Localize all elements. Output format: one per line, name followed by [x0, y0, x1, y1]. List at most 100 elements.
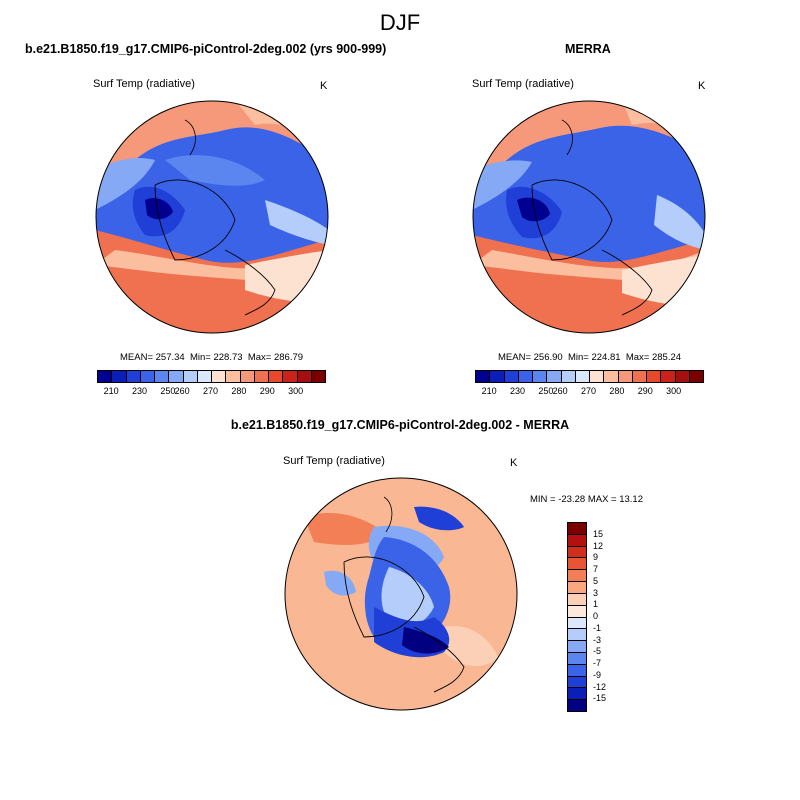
colorbar-swatch	[568, 652, 586, 665]
obs-min: 224.81	[591, 352, 621, 363]
colorbar-swatch	[269, 371, 284, 382]
obs-colorbar	[475, 370, 704, 383]
colorbar-tick-label: 230	[132, 386, 148, 396]
obs-max: 285.24	[651, 352, 682, 363]
colorbar-swatch	[533, 371, 548, 382]
colorbar-swatch	[183, 371, 198, 382]
colorbar-swatch	[568, 582, 586, 594]
colorbar-tick-label: 260	[552, 386, 568, 396]
colorbar-swatch	[297, 371, 312, 382]
colorbar-tick-label: -1	[593, 622, 602, 633]
diff-colorbar	[567, 522, 587, 712]
colorbar-swatch	[283, 371, 298, 382]
colorbar-swatch	[240, 371, 255, 382]
colorbar-swatch	[226, 371, 241, 382]
colorbar-tick-label: 210	[481, 386, 497, 396]
colorbar-swatch	[675, 371, 690, 382]
colorbar-tick-label: 280	[231, 386, 247, 396]
colorbar-swatch	[547, 371, 562, 382]
colorbar-tick-label: -12	[593, 681, 607, 692]
colorbar-swatch	[568, 676, 586, 689]
colorbar-swatch	[197, 371, 212, 382]
diff-variable-label: Surf Temp (radiative)	[283, 455, 385, 467]
colorbar-tick-label: -15	[593, 693, 607, 704]
colorbar-tick-label: 0	[593, 611, 599, 621]
colorbar-tick-label: 250	[160, 386, 176, 396]
colorbar-swatch	[575, 371, 590, 382]
colorbar-swatch	[254, 371, 269, 382]
model-panel-title: b.e21.B1850.f19_g17.CMIP6-piControl-2deg…	[25, 42, 387, 56]
model-min: 228.73	[213, 352, 243, 363]
colorbar-swatch	[568, 664, 586, 677]
model-stats: MEAN= 257.34 Min= 228.73 Max= 286.79	[120, 352, 304, 363]
colorbar-swatch	[504, 371, 519, 382]
colorbar-swatch	[490, 371, 505, 382]
colorbar-swatch	[476, 371, 491, 382]
colorbar-swatch	[112, 371, 127, 382]
colorbar-tick-label: 250	[538, 386, 554, 396]
diff-units-label: K	[510, 457, 518, 469]
colorbar-tick-label: 3	[593, 587, 599, 598]
figure-title: DJF	[379, 10, 421, 35]
colorbar-swatch	[568, 523, 586, 535]
diff-polar-map	[284, 477, 518, 711]
colorbar-tick-label: -5	[593, 646, 602, 657]
colorbar-swatch	[568, 546, 586, 559]
colorbar-swatch	[568, 617, 586, 630]
colorbar-swatch	[568, 558, 586, 571]
colorbar-tick-label: -7	[593, 658, 602, 668]
colorbar-swatch	[661, 371, 676, 382]
colorbar-swatch	[568, 700, 586, 711]
model-polar-map	[95, 100, 329, 334]
colorbar-tick-label: 270	[202, 386, 219, 396]
colorbar-swatch	[155, 371, 170, 382]
model-mean: 257.34	[155, 352, 185, 363]
colorbar-tick-label: 230	[510, 386, 526, 396]
colorbar-tick-label: 15	[593, 528, 604, 539]
colorbar-swatch	[568, 629, 586, 642]
colorbar-tick-label: 300	[288, 386, 304, 396]
obs-polar-map	[472, 100, 706, 334]
colorbar-tick-label: 7	[593, 564, 599, 574]
colorbar-swatch	[140, 371, 155, 382]
colorbar-tick-label: 5	[593, 575, 599, 586]
colorbar-swatch	[98, 371, 113, 382]
colorbar-swatch	[568, 570, 586, 583]
model-colorbar	[97, 370, 326, 383]
colorbar-swatch	[126, 371, 141, 382]
colorbar-swatch	[568, 593, 586, 606]
obs-units-label: K	[698, 80, 706, 92]
colorbar-tick-label: 1	[593, 599, 599, 610]
obs-stats: MEAN= 256.90 Min= 224.81 Max= 285.24	[498, 352, 682, 363]
colorbar-swatch	[212, 371, 227, 382]
colorbar-tick-label: 210	[103, 386, 119, 396]
colorbar-swatch	[689, 371, 703, 382]
model-max: 286.79	[273, 352, 304, 363]
obs-panel-title: MERRA	[565, 42, 611, 56]
colorbar-tick-label: 300	[666, 386, 682, 396]
colorbar-tick-label: -3	[593, 634, 602, 645]
colorbar-swatch	[604, 371, 619, 382]
diff-min-max: MIN = -23.28 MAX = 13.12	[530, 494, 644, 505]
colorbar-swatch	[618, 371, 633, 382]
colorbar-tick-label: 270	[580, 386, 597, 396]
obs-variable-label: Surf Temp (radiative)	[472, 78, 574, 90]
colorbar-tick-label: -9	[593, 669, 602, 680]
obs-colorbar-ticks: 210 230 250 260 270 280 290 300	[475, 386, 704, 398]
model-units-label: K	[320, 80, 328, 92]
colorbar-tick-label: 290	[259, 386, 275, 396]
diff-colorbar-ticks: 15 12 9 7 5 3 1 0 -1 -3 -5 -7 -9 -12 -15	[593, 522, 623, 712]
colorbar-swatch	[518, 371, 533, 382]
colorbar-tick-label: 290	[637, 386, 653, 396]
diff-panel-title: b.e21.B1850.f19_g17.CMIP6-piControl-2deg…	[230, 418, 570, 432]
colorbar-tick-label: 280	[609, 386, 625, 396]
colorbar-tick-label: 12	[593, 540, 604, 551]
colorbar-tick-label: 260	[174, 386, 190, 396]
colorbar-swatch	[311, 371, 325, 382]
colorbar-swatch	[561, 371, 576, 382]
colorbar-tick-label: 9	[593, 552, 599, 563]
colorbar-swatch	[632, 371, 647, 382]
colorbar-swatch	[568, 688, 586, 701]
colorbar-swatch	[568, 641, 586, 653]
model-colorbar-ticks: 210 230 250 260 270 280 290 300	[97, 386, 326, 398]
